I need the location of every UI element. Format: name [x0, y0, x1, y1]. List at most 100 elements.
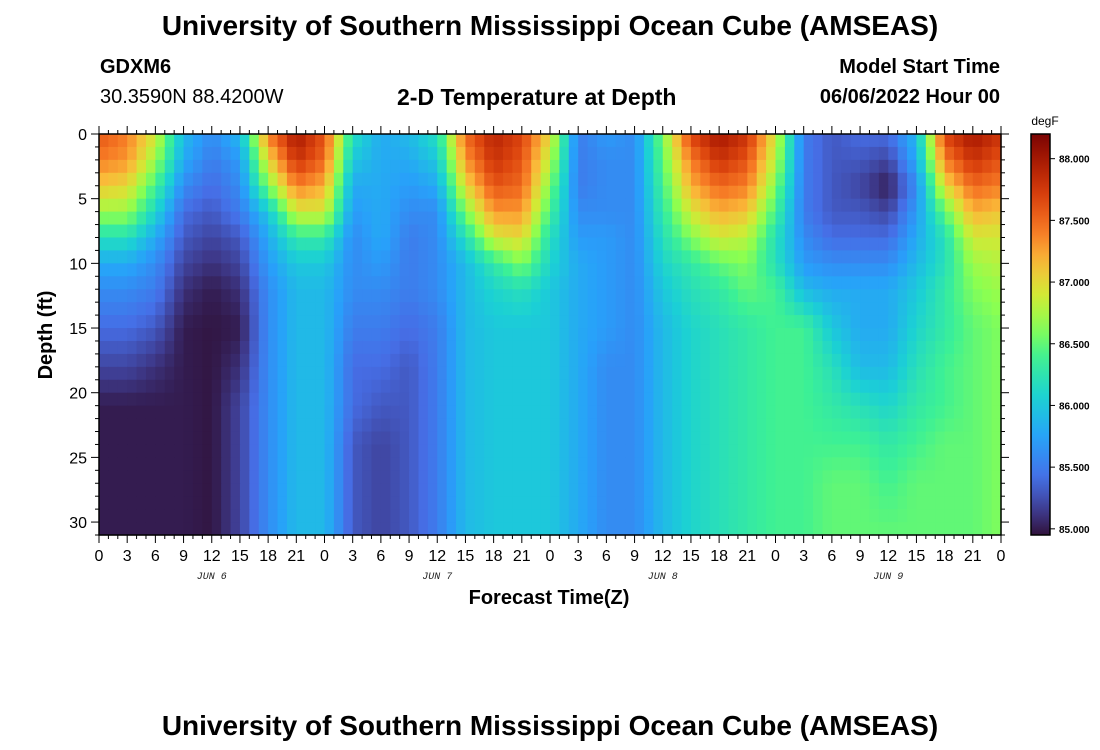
heatmap-cell — [719, 315, 730, 329]
heatmap-cell — [606, 470, 617, 484]
heatmap-cell — [531, 328, 542, 342]
heatmap-cell — [315, 289, 326, 303]
heatmap-cell — [972, 315, 983, 329]
heatmap-cell — [944, 405, 955, 420]
heatmap-cell — [587, 379, 598, 394]
heatmap-cell — [625, 289, 636, 303]
heatmap-cell — [202, 509, 213, 523]
heatmap-cell — [324, 457, 335, 471]
heatmap-cell — [728, 509, 739, 523]
heatmap-cell — [305, 172, 316, 187]
heatmap-cell — [183, 159, 194, 174]
heatmap-cell — [221, 198, 232, 213]
heatmap-cell — [127, 353, 138, 368]
heatmap-cell — [418, 134, 429, 148]
heatmap-cell — [662, 289, 673, 303]
x-tick-label: 15 — [908, 548, 926, 565]
heatmap-cell — [568, 328, 579, 342]
heatmap-cell — [596, 146, 607, 161]
heatmap-cell — [925, 353, 936, 368]
heatmap-cell — [841, 496, 852, 510]
heatmap-cell — [653, 366, 664, 381]
heatmap-cell — [709, 172, 720, 187]
heatmap-cell — [869, 392, 880, 407]
colorbar-tick-label: 88.000 — [1059, 155, 1090, 166]
heatmap-cell — [634, 185, 645, 200]
heatmap-cell — [352, 263, 363, 277]
heatmap-cell — [625, 328, 636, 342]
heatmap-cell — [954, 146, 965, 161]
heatmap-cell — [925, 289, 936, 303]
heatmap-cell — [409, 522, 420, 536]
heatmap-cell — [211, 405, 222, 420]
heatmap-cell — [258, 418, 269, 433]
heatmap-cell — [596, 211, 607, 226]
heatmap-cell — [935, 146, 946, 161]
heatmap-cell — [456, 198, 467, 213]
heatmap-cell — [897, 340, 908, 355]
heatmap-cell — [446, 353, 457, 368]
heatmap-cell — [700, 470, 711, 484]
heatmap-cell — [907, 289, 918, 303]
heatmap-cell — [822, 185, 833, 200]
heatmap-cell — [803, 159, 814, 174]
heatmap-cell — [963, 340, 974, 355]
heatmap-cell — [277, 211, 288, 226]
heatmap-cell — [352, 211, 363, 226]
heatmap-cell — [211, 237, 222, 252]
heatmap-cell — [352, 237, 363, 252]
heatmap-cell — [766, 483, 777, 497]
heatmap-cell — [550, 431, 560, 446]
heatmap-cell — [578, 250, 589, 264]
heatmap-cell — [803, 146, 814, 161]
heatmap-cell — [625, 509, 636, 523]
heatmap-cell — [202, 340, 213, 355]
heatmap-cell — [728, 522, 739, 536]
heatmap-cell — [578, 237, 589, 252]
heatmap-cell — [390, 172, 401, 187]
heatmap-cell — [493, 392, 504, 407]
heatmap-cell — [446, 431, 457, 446]
heatmap-cell — [568, 146, 579, 161]
heatmap-cell — [737, 522, 748, 536]
heatmap-cell — [512, 457, 523, 471]
heatmap-cell — [305, 250, 316, 264]
heatmap-cell — [568, 431, 579, 446]
heatmap-cell — [192, 509, 203, 523]
heatmap-cell — [606, 302, 617, 316]
heatmap-cell — [99, 224, 109, 239]
heatmap-cell — [822, 250, 833, 264]
heatmap-cell — [878, 328, 889, 342]
heatmap-cell — [333, 237, 344, 252]
heatmap-cell — [362, 250, 373, 264]
heatmap-cell — [465, 340, 476, 355]
heatmap-cell — [362, 302, 373, 316]
heatmap-cell — [296, 224, 307, 239]
heatmap-cell — [747, 431, 758, 446]
heatmap-cell — [982, 302, 993, 316]
heatmap-cell — [427, 457, 438, 471]
heatmap-cell — [512, 198, 523, 213]
heatmap-cell — [211, 289, 222, 303]
heatmap-cell — [117, 302, 128, 316]
heatmap-cell — [136, 470, 147, 484]
heatmap-cell — [869, 289, 880, 303]
heatmap-cell — [437, 496, 448, 510]
heatmap-cell — [192, 340, 203, 355]
heatmap-cell — [653, 496, 664, 510]
heatmap-cell — [380, 405, 391, 420]
heatmap-cell — [794, 418, 805, 433]
heatmap-cell — [465, 289, 476, 303]
heatmap-cell — [963, 405, 974, 420]
heatmap-cell — [164, 328, 175, 342]
heatmap-cell — [418, 431, 429, 446]
heatmap-cell — [841, 470, 852, 484]
heatmap-cell — [775, 172, 786, 187]
heatmap-cell — [775, 211, 786, 226]
heatmap-cell — [221, 392, 232, 407]
heatmap-cell — [709, 470, 720, 484]
heatmap-cell — [672, 263, 683, 277]
heatmap-cell — [221, 328, 232, 342]
heatmap-cell — [841, 353, 852, 368]
heatmap-cell — [784, 431, 795, 446]
